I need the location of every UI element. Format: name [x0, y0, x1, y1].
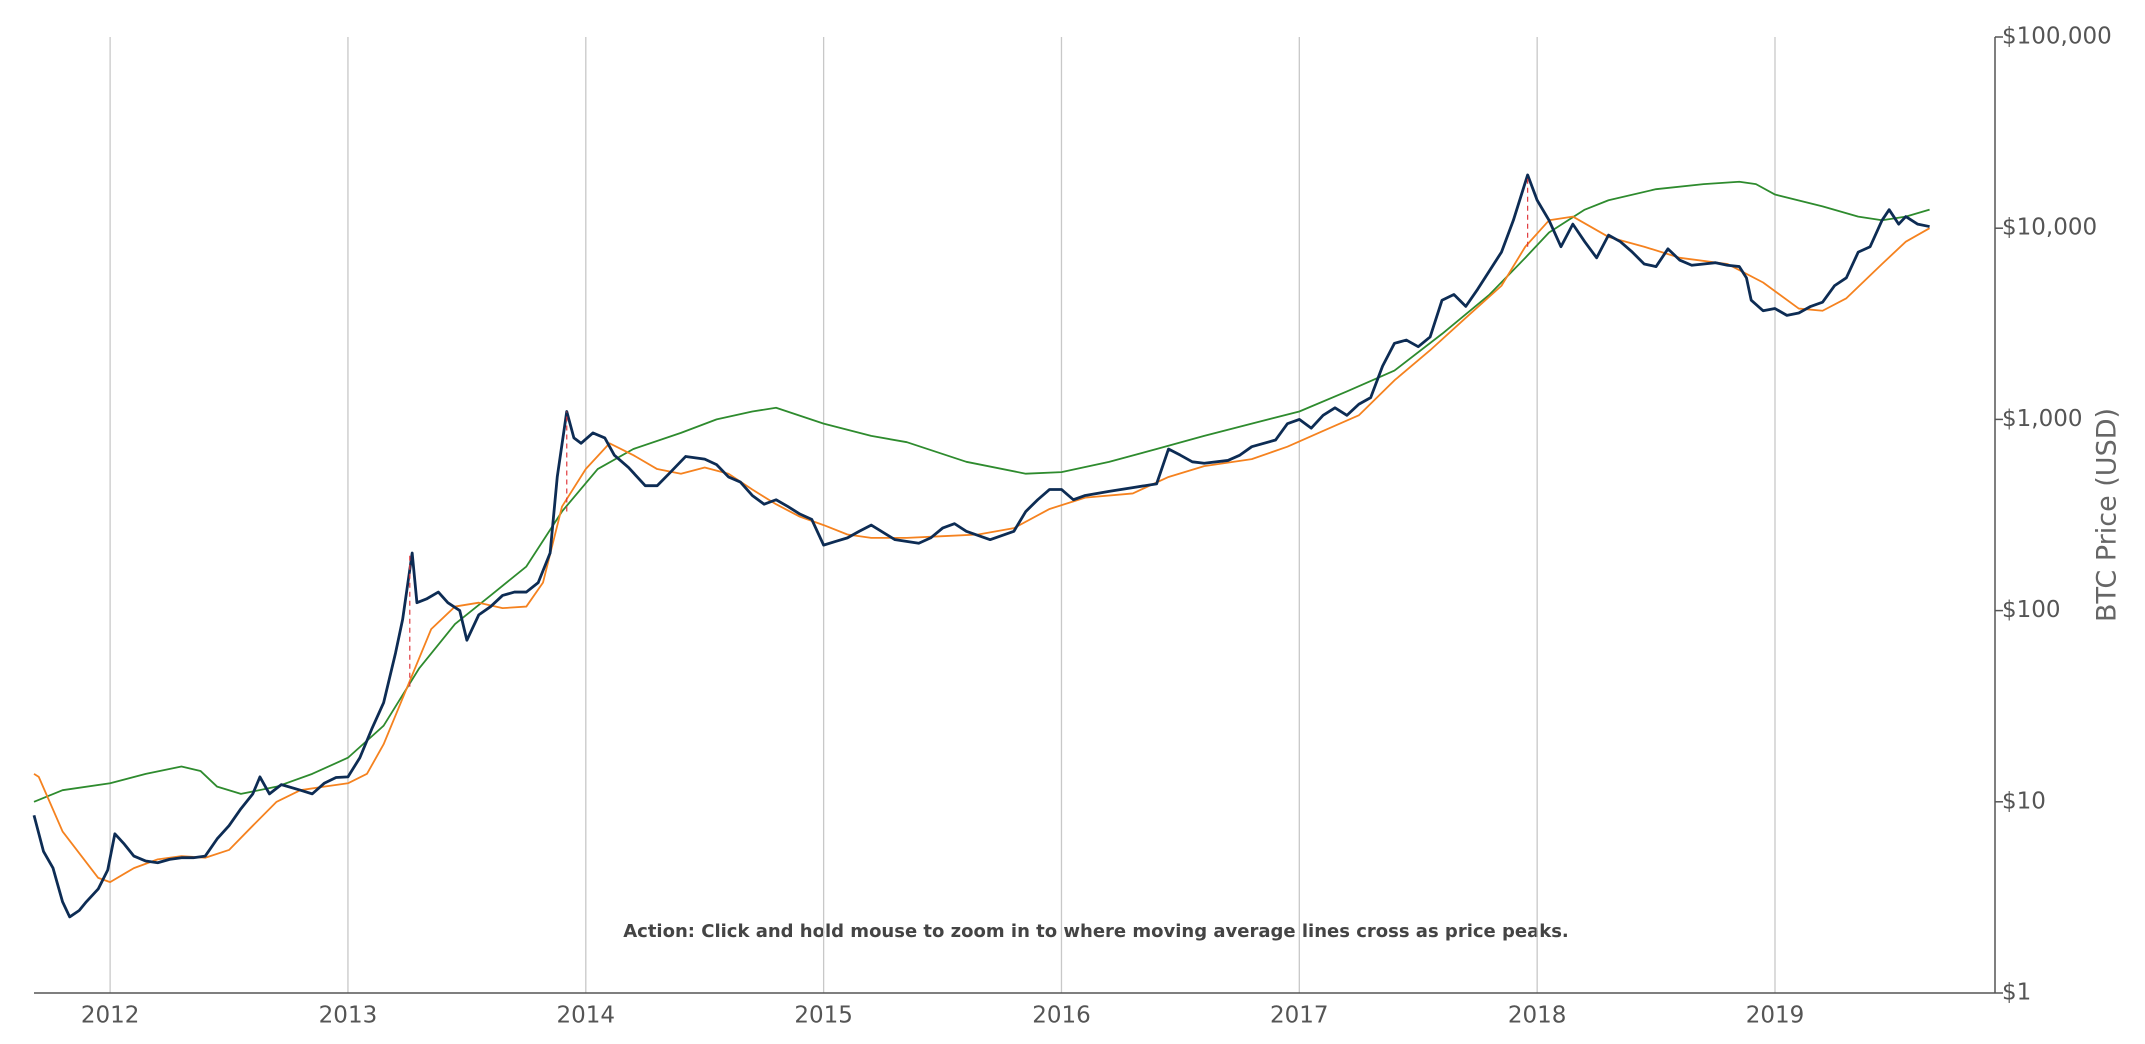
series-line	[32, 173, 1930, 919]
series-line	[33, 215, 1931, 884]
x-tick-label: 2016	[1032, 1003, 1091, 1029]
x-tick-label: 2015	[794, 1003, 853, 1029]
series-line	[33, 180, 1930, 803]
x-tick-label: 2017	[1270, 1003, 1329, 1029]
x-tick-label: 2019	[1746, 1003, 1805, 1029]
y-tick-label: $1,000	[2002, 406, 2082, 432]
y-tick-label: $100	[2002, 597, 2061, 623]
y-tick-label: $10,000	[2002, 215, 2097, 241]
y-tick-label: $1	[2002, 980, 2031, 1006]
y-axis-label: BTC Price (USD)	[2092, 408, 2123, 622]
x-tick-label: 2013	[319, 1003, 378, 1029]
y-tick-label: $10	[2002, 788, 2046, 814]
x-tick-label: 2018	[1508, 1003, 1567, 1029]
y-tick-label: $100,000	[2002, 24, 2112, 50]
annotation: Action: Click and hold mouse to zoom in …	[623, 921, 1569, 942]
x-tick-label: 2014	[557, 1003, 616, 1029]
x-tick-label: 2012	[81, 1003, 140, 1029]
